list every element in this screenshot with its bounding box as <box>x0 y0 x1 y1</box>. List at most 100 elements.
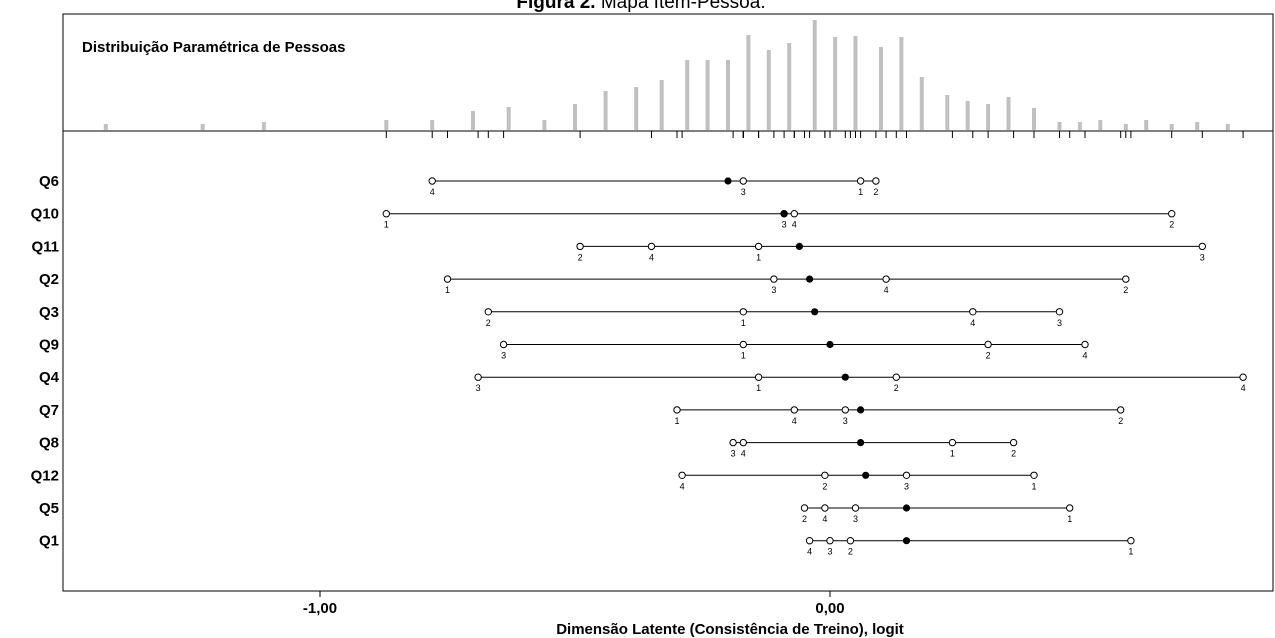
category-label: 4 <box>1241 383 1246 393</box>
category-label: 4 <box>970 318 975 328</box>
threshold-marker <box>443 275 452 283</box>
histogram-bar <box>261 122 266 130</box>
item-location-point <box>806 275 814 283</box>
histogram-bar <box>1098 120 1103 130</box>
histogram-bar <box>685 60 690 130</box>
histogram-bar <box>1195 122 1200 130</box>
threshold-marker <box>1081 340 1089 349</box>
threshold-marker <box>790 210 798 218</box>
item-location-point <box>724 177 732 185</box>
category-label: 3 <box>501 351 506 361</box>
threshold-marker <box>647 242 656 251</box>
histogram-bar <box>1144 120 1149 130</box>
threshold-marker <box>739 177 747 185</box>
histogram-bar <box>471 111 475 130</box>
threshold-marker <box>382 210 390 218</box>
histogram-bar <box>1006 97 1011 130</box>
category-label: 2 <box>802 514 807 524</box>
histogram-bar <box>430 120 435 130</box>
threshold-marker <box>428 177 436 185</box>
category-label: 4 <box>822 514 827 524</box>
category-label: 1 <box>1031 481 1036 491</box>
category-label: 3 <box>741 187 746 197</box>
category-label: 4 <box>1082 351 1087 361</box>
item-location-point <box>811 308 819 316</box>
threshold-marker <box>754 242 763 251</box>
category-label: 4 <box>884 285 889 295</box>
threshold-marker <box>1198 242 1207 251</box>
threshold-marker <box>800 504 809 512</box>
histogram-bar <box>506 107 511 130</box>
threshold-marker <box>678 471 686 479</box>
category-label: 1 <box>950 449 955 459</box>
histogram-bar <box>1077 122 1082 130</box>
threshold-marker <box>1030 471 1038 479</box>
histogram-bar <box>1123 124 1128 130</box>
histogram-bar <box>103 124 108 130</box>
threshold-marker <box>754 373 763 381</box>
threshold-marker <box>948 438 957 447</box>
threshold-marker <box>841 406 849 414</box>
item-label: Q7 <box>39 402 59 419</box>
category-label: 2 <box>894 383 899 393</box>
person-distribution-title: Distribuição Paramétrica de Pessoas <box>82 39 345 56</box>
histogram-bar <box>853 36 858 130</box>
x-axis-label: Dimensão Latente (Consistência de Treino… <box>556 621 904 638</box>
category-label: 2 <box>986 351 991 361</box>
category-label: 4 <box>430 187 435 197</box>
item-label: Q3 <box>39 304 59 321</box>
threshold-marker <box>576 242 584 251</box>
threshold-marker <box>739 308 747 316</box>
threshold-marker <box>739 438 747 447</box>
item-location-point <box>902 504 911 512</box>
figure-title-caption: Mapa Item-Pessoa. <box>596 0 766 13</box>
category-label: 2 <box>578 252 583 262</box>
histogram-bar <box>766 50 771 130</box>
threshold-marker <box>882 275 890 283</box>
histogram-bar <box>746 35 751 130</box>
histogram-bar <box>573 104 577 130</box>
person-rug-ticks <box>385 131 1244 138</box>
threshold-marker <box>984 340 992 349</box>
category-label: 4 <box>741 449 746 459</box>
category-label: 2 <box>1123 285 1128 295</box>
category-label: 3 <box>904 481 909 491</box>
figure-title: Figura 2. Mapa Item-Pessoa. <box>516 0 765 13</box>
category-label: 1 <box>741 318 746 328</box>
category-label: 1 <box>445 285 450 295</box>
category-label: 3 <box>1057 318 1062 328</box>
item-label: Q4 <box>39 369 60 386</box>
category-label: 4 <box>649 252 654 262</box>
threshold-marker <box>846 537 855 545</box>
threshold-marker <box>499 340 508 349</box>
category-label: 2 <box>1011 449 1016 459</box>
category-label: 3 <box>843 416 848 426</box>
x-tick-label: -1,00 <box>303 600 337 617</box>
item-label: Q10 <box>31 206 59 223</box>
item-label: Q2 <box>39 271 59 288</box>
threshold-marker <box>1009 438 1018 447</box>
threshold-marker <box>872 177 880 185</box>
item-label: Q6 <box>39 173 59 190</box>
item-label: Q12 <box>31 467 59 484</box>
histogram-bar <box>787 43 792 130</box>
category-label: 3 <box>1200 252 1205 262</box>
histogram-bar <box>919 77 924 130</box>
x-axis: -1,00 0,00 <box>303 591 845 617</box>
category-label: 3 <box>476 383 481 393</box>
category-label: 1 <box>756 383 761 393</box>
category-label: 2 <box>848 547 853 557</box>
threshold-marker <box>770 275 778 283</box>
histogram-bar <box>833 37 838 130</box>
threshold-marker <box>969 308 977 316</box>
figure-title-number: Figura 2. <box>516 0 595 13</box>
threshold-marker <box>902 471 911 479</box>
threshold-marker <box>739 340 747 349</box>
threshold-marker <box>790 406 798 414</box>
item-location-point <box>841 373 849 381</box>
item-location-point <box>857 406 865 414</box>
item-label: Q1 <box>39 533 59 550</box>
x-tick-label: 0,00 <box>815 600 844 617</box>
category-label: 1 <box>756 252 761 262</box>
histogram-bar <box>603 91 608 130</box>
